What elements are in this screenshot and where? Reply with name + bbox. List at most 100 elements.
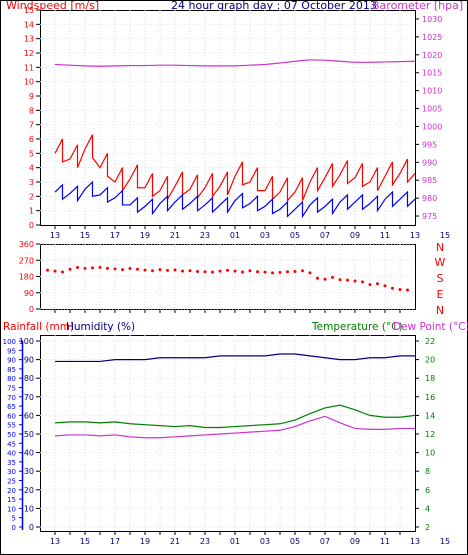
rain-tick-label: 20	[7, 487, 16, 495]
x-tick-label: 05	[290, 537, 300, 546]
x-tick-label: 13	[410, 537, 420, 546]
x-tick-label: 11	[380, 537, 390, 546]
compass-label: N	[436, 304, 444, 317]
direction-point	[113, 267, 117, 271]
rain-tick-label: 60	[7, 412, 16, 420]
direction-point	[278, 270, 282, 274]
panel-direction-left-axis: 0 90 180 270 360	[19, 240, 34, 314]
series-line-1	[54, 180, 416, 219]
compass-label: E	[437, 288, 444, 301]
direction-point	[143, 268, 147, 272]
rain-tick-label: 25	[7, 478, 16, 486]
y-left-tick-label: 0	[29, 523, 34, 532]
x-tick-label: 07	[320, 537, 330, 546]
y-left-tick-label: 0	[29, 221, 34, 230]
panel-humidity-left-axis: 0 10 20 30 40 50 60 70 80 90 100	[19, 337, 34, 532]
direction-point	[301, 269, 304, 273]
temperature-label: Temperature (°C)	[311, 321, 403, 333]
chart-title: 24 hour graph day : 07 October 2013	[171, 0, 377, 12]
direction-point	[391, 286, 394, 290]
y-left-tick-label: 80	[24, 374, 34, 383]
compass-label: S	[437, 272, 444, 285]
x-tick-label: 15	[80, 231, 90, 240]
direction-point	[383, 284, 387, 288]
direction-point	[338, 278, 342, 282]
y-left-tick-label: 14	[24, 20, 34, 29]
y-left-tick-label: 20	[24, 486, 34, 495]
direction-point	[76, 265, 79, 269]
y-left-tick-label: 30	[24, 467, 34, 476]
direction-point	[406, 288, 409, 292]
direction-point	[106, 266, 109, 270]
x-tick-label: 03	[260, 537, 270, 546]
direction-point	[316, 276, 319, 280]
series-line-2	[54, 59, 416, 67]
x-tick-label: 15	[80, 537, 90, 546]
x-tick-label: 15	[440, 231, 450, 240]
y-right-tick-label: 980	[422, 194, 437, 203]
direction-point	[196, 269, 199, 273]
direction-point	[166, 268, 169, 272]
y-right-tick-label: 12	[425, 430, 435, 439]
y-left-tick-label: 15	[24, 6, 34, 15]
direction-point	[121, 268, 124, 272]
panel-wind-x-axis: 131517192123010305070911131517192123	[50, 231, 450, 240]
y-left-tick-label: 180	[19, 273, 34, 282]
windspeed-label: Windspeed [m/s]	[6, 0, 99, 12]
direction-point	[61, 270, 64, 274]
series-line-0	[55, 353, 415, 363]
direction-point	[218, 269, 222, 273]
y-right-tick-label: 16	[425, 393, 435, 402]
direction-point	[308, 271, 312, 275]
y-left-tick-label: 8	[29, 106, 34, 115]
compass-label: N	[436, 241, 444, 254]
compass-label: W	[435, 256, 446, 269]
y-right-tick-label: 18	[425, 374, 435, 383]
y-left-tick-label: 1	[29, 207, 34, 216]
y-left-tick-label: 50	[24, 430, 34, 439]
x-tick-label: 01	[230, 231, 240, 240]
x-tick-label: 09	[350, 537, 360, 546]
x-tick-label: 09	[350, 231, 360, 240]
y-left-tick-label: 270	[19, 256, 34, 265]
rain-tick-label: 0	[12, 524, 16, 532]
y-right-tick-label: 8	[425, 467, 430, 476]
direction-point	[158, 268, 162, 272]
panel-direction-grid	[36, 243, 415, 313]
rain-tick-label: 35	[7, 459, 16, 467]
y-left-tick-label: 70	[24, 393, 34, 402]
rain-tick-label: 90	[7, 357, 16, 365]
y-right-tick-label: 1015	[422, 69, 442, 78]
direction-point	[68, 267, 72, 271]
y-left-tick-label: 2	[29, 192, 34, 201]
y-right-tick-label: 1025	[422, 33, 442, 42]
y-right-tick-label: 1020	[422, 51, 442, 60]
panel-direction-points	[46, 265, 409, 292]
y-right-tick-label: 14	[425, 411, 435, 420]
y-right-tick-label: 6	[425, 486, 430, 495]
series-line-1	[54, 404, 416, 429]
direction-point	[91, 266, 94, 270]
x-tick-label: 01	[230, 537, 240, 546]
direction-point	[248, 269, 252, 273]
panel-temperature-right-axis: 2 4 6 8 10 12 14 16 18 20 22	[415, 337, 435, 532]
direction-point	[323, 277, 327, 281]
rain-tick-label: 50	[7, 431, 16, 439]
direction-point	[226, 268, 229, 272]
y-left-tick-label: 5	[29, 149, 34, 158]
y-left-tick-label: 12	[24, 49, 34, 58]
y-right-tick-label: 975	[422, 212, 437, 221]
direction-point	[173, 268, 177, 272]
panel-humidity-grid	[36, 335, 415, 535]
direction-point	[136, 267, 139, 271]
y-left-tick-label: 90	[24, 356, 34, 365]
rain-tick-label: 30	[7, 468, 16, 476]
rain-tick-label: 15	[7, 496, 16, 504]
y-right-tick-label: 20	[425, 356, 435, 365]
direction-point	[233, 269, 237, 273]
y-right-tick-label: 985	[422, 176, 437, 185]
